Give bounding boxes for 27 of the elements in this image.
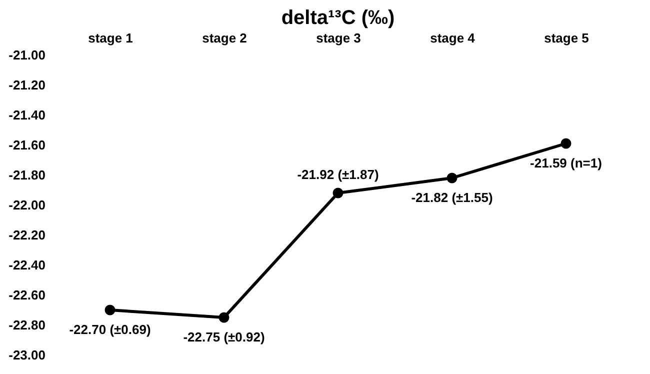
- chart-title: delta¹³C (‰): [281, 7, 395, 29]
- y-tick-label: -22.20: [8, 228, 46, 242]
- point: [218, 312, 230, 323]
- y-tick-label: -22.00: [8, 198, 46, 212]
- data-label: -21.92 (±1.87): [297, 167, 379, 182]
- y-tick-label: -21.60: [8, 138, 46, 152]
- data-label: -21.82 (±1.55): [411, 190, 493, 205]
- y-tick-label: -21.80: [8, 168, 46, 182]
- x-tick-label: stage 4: [430, 30, 476, 46]
- point: [560, 138, 572, 149]
- y-tick-label: -22.60: [8, 288, 46, 302]
- y-tick-label: -21.00: [8, 48, 46, 62]
- data-label: -22.70 (±0.69): [69, 322, 151, 337]
- y-tick-label: -22.40: [8, 258, 46, 272]
- x-tick-label: stage 2: [202, 30, 247, 46]
- x-tick-label: stage 1: [88, 30, 133, 46]
- point: [446, 172, 458, 184]
- y-tick-label: -21.20: [8, 78, 46, 92]
- y-tick-label: -22.80: [8, 318, 46, 332]
- data-label: -21.59 (n=1): [530, 156, 602, 170]
- y-tick-label: -21.40: [8, 108, 46, 122]
- y-tick-label: -23.00: [8, 348, 46, 362]
- point: [104, 304, 116, 316]
- x-tick-label: stage 5: [544, 30, 589, 46]
- point: [332, 188, 344, 198]
- data-label: -22.75 (±0.92): [183, 330, 265, 344]
- x-tick-label: stage 3: [316, 30, 361, 46]
